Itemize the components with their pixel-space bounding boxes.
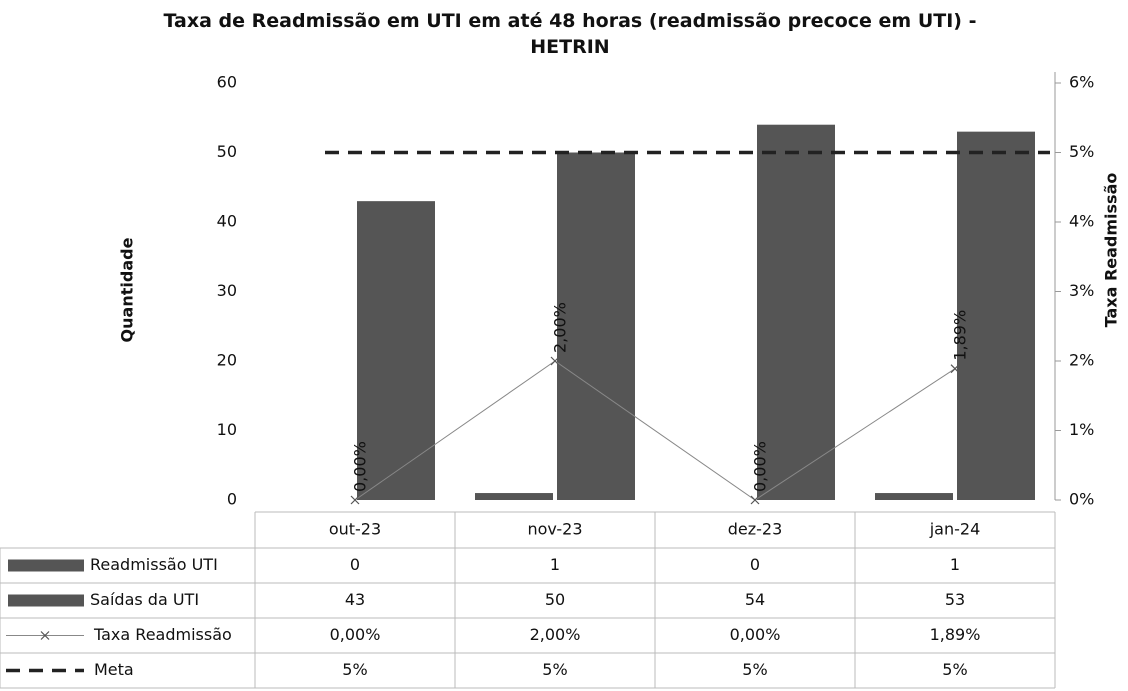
data-label: 0,00% (751, 441, 770, 492)
rate-marker (750, 495, 760, 505)
table-cell: 0 (350, 555, 360, 574)
y2-tick-label: 5% (1069, 142, 1094, 161)
legend-key (8, 594, 84, 607)
legend-key (8, 559, 84, 572)
table-cell: 1 (950, 555, 960, 574)
table-cell: 5% (342, 660, 367, 679)
legend-key (40, 631, 50, 640)
table-cell: 2,00% (530, 625, 581, 644)
x-tick-label: out-23 (329, 520, 381, 539)
rate-marker (550, 356, 560, 366)
table-cell: 53 (945, 590, 965, 609)
table-cell: 43 (345, 590, 365, 609)
table-cell: 50 (545, 590, 565, 609)
data-label: 2,00% (551, 302, 570, 353)
bar (875, 493, 953, 500)
data-label: 1,89% (951, 310, 970, 361)
y-tick-label: 40 (217, 212, 237, 231)
legend-label: Readmissão UTI (90, 555, 218, 574)
table-cell: 5% (942, 660, 967, 679)
table-cell: 5% (542, 660, 567, 679)
y-tick-label: 60 (217, 73, 237, 92)
table-cell: 0,00% (730, 625, 781, 644)
y2-tick-label: 3% (1069, 281, 1094, 300)
y2-axis-label: Taxa Readmissão (1102, 173, 1121, 328)
bar (475, 493, 553, 500)
y2-tick-label: 0% (1069, 490, 1094, 509)
y-tick-label: 0 (227, 490, 237, 509)
table-cell: 1,89% (930, 625, 981, 644)
rate-line (354, 360, 956, 501)
table-cell: 0 (750, 555, 760, 574)
legend-label: Taxa Readmissão (93, 625, 232, 644)
y2-tick-label: 6% (1069, 73, 1094, 92)
bar (957, 131, 1035, 500)
y-tick-label: 30 (217, 281, 237, 300)
y-tick-label: 20 (217, 351, 237, 370)
data-label: 0,00% (351, 441, 370, 492)
table-cell: 1 (550, 555, 560, 574)
y-tick-label: 10 (217, 420, 237, 439)
y2-tick-label: 4% (1069, 212, 1094, 231)
bar (757, 124, 835, 500)
table-cell: 0,00% (330, 625, 381, 644)
y2-tick-label: 1% (1069, 420, 1094, 439)
rate-marker (950, 364, 960, 374)
y-tick-label: 50 (217, 142, 237, 161)
legend-label: Meta (94, 660, 134, 679)
x-tick-label: jan-24 (929, 520, 981, 539)
y-axis-label: Quantidade (118, 237, 137, 342)
chart-title: Taxa de Readmissão em UTI em até 48 hora… (163, 10, 977, 58)
table-cell: 5% (742, 660, 767, 679)
x-tick-label: dez-23 (728, 520, 783, 539)
bar (357, 201, 435, 500)
rate-marker (350, 495, 360, 505)
y2-tick-label: 2% (1069, 351, 1094, 370)
legend-label: Saídas da UTI (90, 590, 199, 609)
x-tick-label: nov-23 (527, 520, 582, 539)
bar (557, 152, 635, 500)
table-cell: 54 (745, 590, 765, 609)
